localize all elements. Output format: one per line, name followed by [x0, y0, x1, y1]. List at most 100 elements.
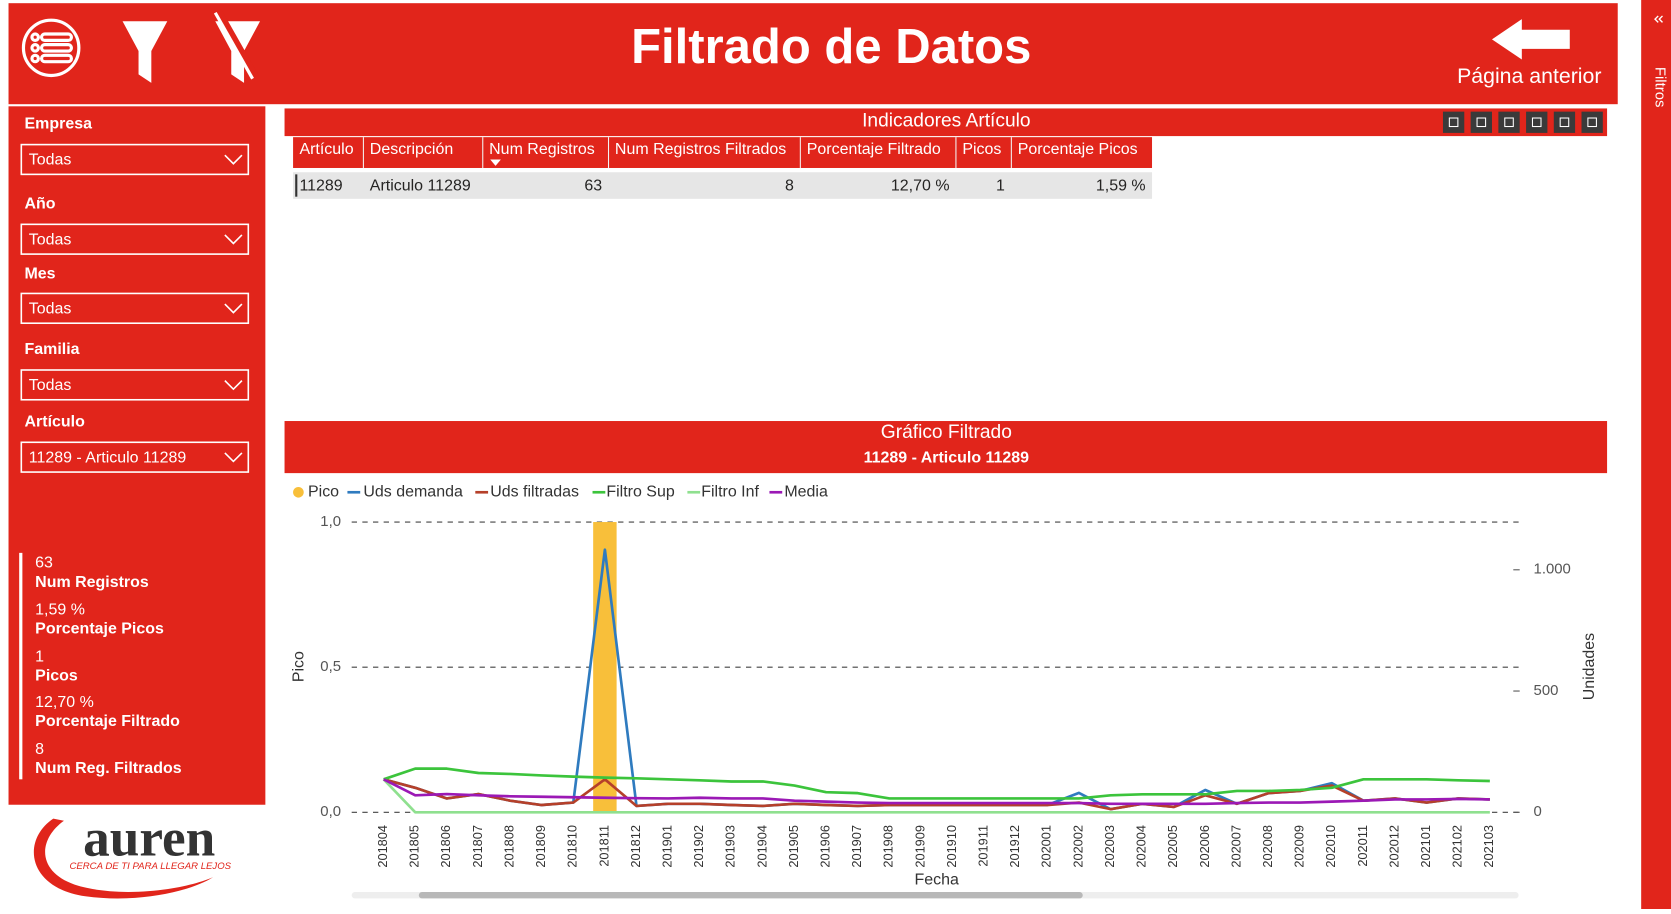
x-tick-label: 201901: [659, 825, 674, 868]
filter-button[interactable]: [122, 21, 168, 83]
visual-toolbar: [1442, 111, 1603, 133]
x-tick-label: 201808: [501, 825, 516, 868]
chart-header-bar: [284, 421, 1608, 474]
column-header[interactable]: Descripción: [370, 141, 453, 158]
x-tick-label: 201805: [407, 825, 422, 868]
sort-indicator: [490, 159, 501, 166]
filter-pane-label: Filtros: [1651, 67, 1667, 107]
kpi-value: 1,59 %: [35, 602, 85, 619]
x-tick-label: 201810: [565, 825, 580, 868]
toolbar-button[interactable]: [1470, 111, 1492, 133]
table-header-bar: [284, 108, 1608, 137]
table-cell: 12,70 %: [891, 177, 950, 194]
y-axis-title: Pico: [291, 651, 308, 682]
table: Artículo Descripción Num Registros Num Regi…: [293, 137, 1153, 199]
x-tick-label: 201804: [375, 825, 390, 868]
dropdown-box: [20, 223, 250, 255]
legend-label: Filtro Sup: [606, 483, 674, 500]
slicer-label: Mes: [25, 266, 56, 283]
y2-tick-label: 0: [1534, 804, 1542, 820]
toolbar-icon-bg: [1581, 111, 1603, 133]
kpi-value: 1: [35, 648, 44, 665]
y2-tick-label: 500: [1534, 683, 1559, 699]
toolbar-icon-bg: [1498, 111, 1520, 133]
scrollbar[interactable]: [351, 892, 1519, 899]
legend-label: Filtro Inf: [701, 483, 759, 500]
table-title: Indicadores Artículo: [862, 110, 1030, 131]
column-header[interactable]: Artículo: [299, 141, 353, 158]
series-line: [382, 778, 1490, 814]
slicer-label: Familia: [25, 341, 80, 358]
legend-item[interactable]: Uds demanda: [347, 483, 463, 500]
column-header[interactable]: Num Registros: [489, 141, 595, 158]
x-tick-label: 202101: [1418, 825, 1433, 868]
x-tick-label: 202001: [1039, 825, 1054, 868]
slicer-dropdown[interactable]: Todas: [20, 223, 250, 255]
column-header[interactable]: Porcentaje Filtrado: [807, 141, 941, 158]
legend-item[interactable]: Uds filtradas: [475, 483, 579, 500]
slicers: Empresa Todas Año Todas Mes Todas Familia Todas…: [20, 116, 250, 473]
x-tick-label: 202009: [1292, 825, 1307, 868]
x-tick-label: 201911: [976, 825, 991, 867]
table-row-bg: [293, 172, 1153, 199]
x-tick-label: 202003: [1102, 825, 1117, 868]
x-tick-label: 201905: [786, 825, 801, 868]
x-tick-label: 201912: [1007, 825, 1022, 868]
table-column-header-bg: [293, 137, 1153, 168]
logo-name: auren: [83, 808, 215, 867]
kpi-label: Picos: [35, 667, 78, 684]
dropdown-value: Todas: [29, 301, 72, 318]
legend-swatch: [293, 486, 304, 498]
dropdown-value: Todas: [29, 152, 72, 169]
x-tick-label: 202103: [1481, 825, 1496, 868]
toolbar-button[interactable]: [1581, 111, 1603, 133]
filter-pane-toggle[interactable]: Filtros: [1641, 0, 1671, 910]
x-tick-label: 201812: [628, 825, 643, 868]
y2-axis-title: Unidades: [1581, 633, 1598, 700]
x-axis-title: Fecha: [915, 872, 960, 889]
x-tick-label: 201809: [533, 825, 548, 868]
x-tick-label: 201902: [691, 825, 706, 868]
dropdown-value: Todas: [29, 377, 72, 394]
x-tick-label: 201806: [438, 825, 453, 868]
toolbar-button[interactable]: [1442, 111, 1465, 133]
kpi-accent: [19, 552, 23, 780]
logo: auren CERCA DE TI PARA LLEGAR LEJOS: [8, 804, 266, 907]
column-header[interactable]: Num Registros Filtrados: [615, 141, 786, 158]
page-title: Filtrado de Datos: [631, 20, 1031, 74]
toolbar-button[interactable]: [1498, 111, 1520, 133]
toolbar-button[interactable]: [1553, 111, 1576, 133]
x-tick-label: 201909: [912, 825, 927, 868]
x-tick-label: 201811: [596, 825, 611, 867]
slicer-dropdown[interactable]: Todas: [20, 292, 250, 325]
toolbar-glyph: [1504, 117, 1514, 128]
bar: [593, 522, 617, 813]
x-tick-label: 202004: [1134, 825, 1149, 868]
slicer-dropdown[interactable]: 11289 - Articulo 11289: [20, 441, 250, 473]
dropdown-box: [20, 143, 250, 176]
legend-item[interactable]: Filtro Inf: [687, 483, 759, 500]
dropdown-box: [20, 441, 250, 473]
menu-button[interactable]: [21, 18, 81, 78]
kpi-label: Porcentaje Filtrado: [35, 713, 180, 730]
toolbar-icon-bg: [1442, 111, 1465, 133]
clear-filter-button[interactable]: [213, 9, 261, 83]
table-cell: 63: [584, 177, 602, 194]
legend-item[interactable]: Media: [769, 483, 828, 500]
legend-item[interactable]: Pico: [293, 483, 339, 500]
column-header[interactable]: Porcentaje Picos: [1018, 141, 1138, 158]
legend-item[interactable]: Filtro Sup: [592, 483, 675, 500]
slicer-label: Empresa: [25, 116, 93, 133]
kpi-label: Num Reg. Filtrados: [35, 760, 182, 777]
toolbar-icon-bg: [1526, 111, 1548, 133]
slicer-dropdown[interactable]: Todas: [20, 369, 250, 401]
toolbar-button[interactable]: [1526, 111, 1548, 133]
slicer-dropdown[interactable]: Todas: [20, 143, 250, 176]
column-header[interactable]: Picos: [962, 141, 1001, 158]
dropdown-value: Todas: [29, 232, 72, 249]
back-button[interactable]: Página anterior: [1457, 19, 1601, 88]
legend-label: Pico: [308, 483, 339, 500]
x-tick-label: 201807: [470, 825, 485, 868]
dropdown-chevron: [224, 380, 243, 391]
